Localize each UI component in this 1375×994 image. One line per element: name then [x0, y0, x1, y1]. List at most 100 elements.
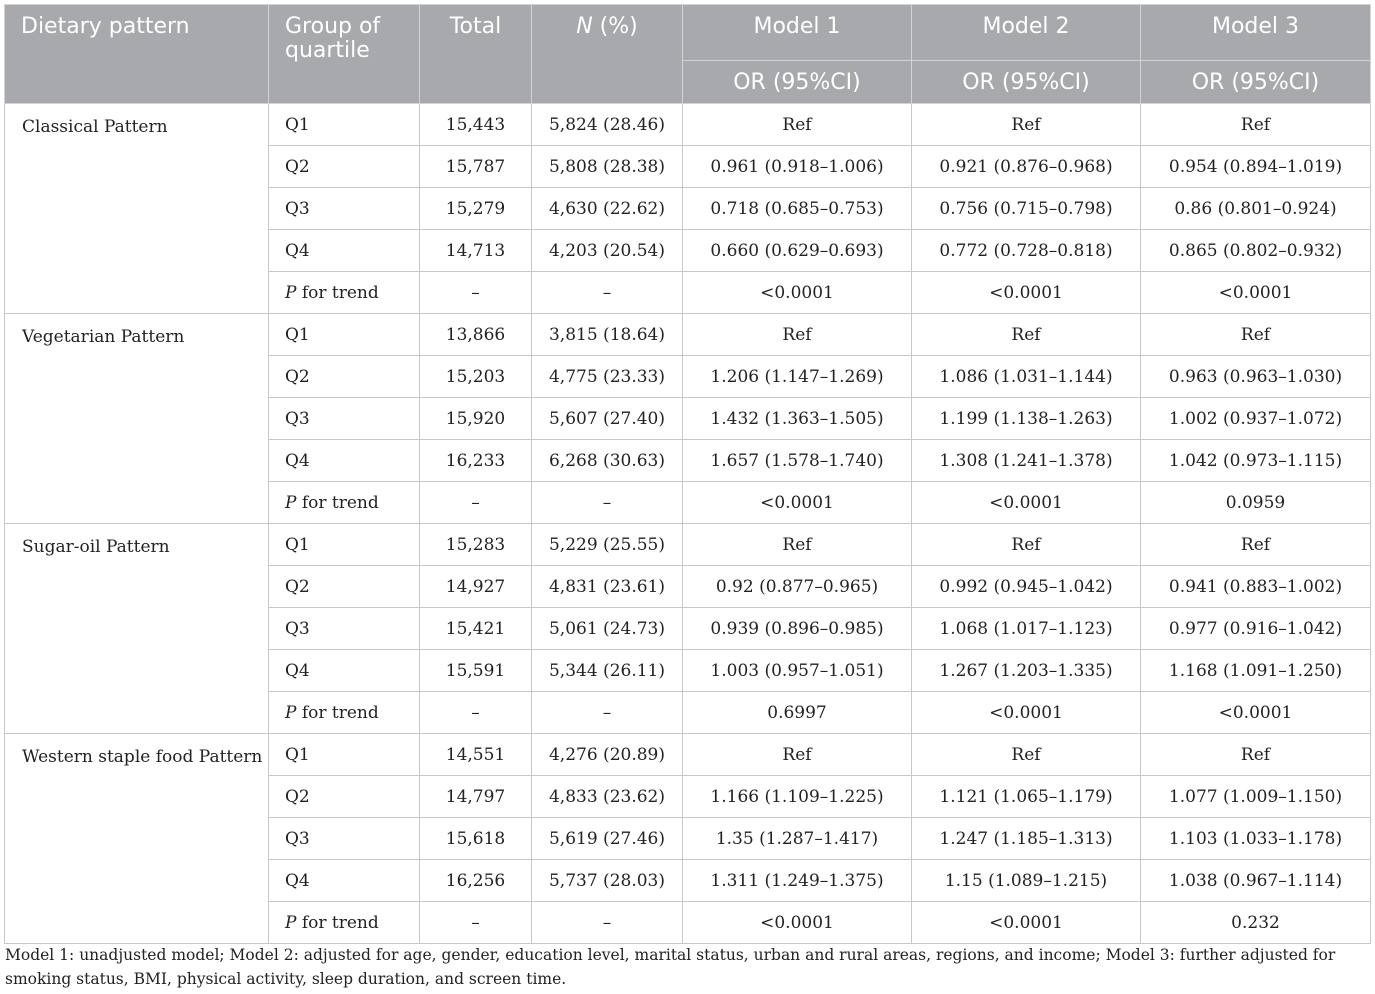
table-row: Q4 14,713 4,203 (20.54) 0.660 (0.629–0.693)… — [5, 229, 1371, 272]
n-percent-cell: 5,229 (25.55) — [531, 523, 683, 566]
model-1-cell: 1.311 (1.249–1.375) — [682, 859, 912, 902]
model-3-cell: 0.977 (0.916–1.042) — [1140, 607, 1371, 650]
total-cell: 15,787 — [419, 145, 532, 188]
table-row: Q2 15,787 5,808 (28.38) 0.961 (0.918–1.006)… — [5, 145, 1371, 188]
table-body: Classical Pattern Q1 15,443 5,824 (28.46) Re… — [4, 103, 1371, 944]
n-percent-cell: 4,831 (23.61) — [531, 565, 683, 608]
total-cell: 14,551 — [419, 733, 532, 776]
model-3-cell: Ref — [1140, 313, 1371, 356]
model-2-cell: Ref — [911, 313, 1141, 356]
p-for-trend-label: P for trend — [268, 691, 420, 734]
trend-n-percent-cell: – — [531, 691, 683, 734]
n-percent-cell: 5,607 (27.40) — [531, 397, 683, 440]
model-1-cell: Ref — [682, 313, 912, 356]
model-1-cell: 1.166 (1.109–1.225) — [682, 775, 912, 818]
table-row: Vegetarian Pattern Q1 13,866 3,815 (18.64) R… — [4, 313, 1371, 524]
header-model-1: Model 1 — [682, 4, 912, 61]
quartile-cell: Q4 — [268, 649, 420, 692]
p-for-trend-label: P for trend — [268, 901, 420, 944]
model-3-cell: Ref — [1140, 103, 1371, 146]
trend-row: P for trend – – <0.0001 <0.0001 0.0959 — [5, 481, 1371, 524]
quartile-cell: Q1 — [268, 733, 420, 776]
n-percent-cell: 3,815 (18.64) — [531, 313, 683, 356]
n-percent-cell: 5,824 (28.46) — [531, 103, 683, 146]
results-table: Dietary pattern Group of quartile Total … — [4, 4, 1371, 944]
table-row: Q2 14,927 4,831 (23.61) 0.92 (0.877–0.965) 0… — [5, 565, 1371, 608]
quartile-cell: Q4 — [268, 229, 420, 272]
trend-total-cell: – — [419, 271, 532, 314]
quartile-cell: Q2 — [268, 565, 420, 608]
quartile-cell: Q4 — [268, 859, 420, 902]
model-1-cell: 1.657 (1.578–1.740) — [682, 439, 912, 482]
quartile-cell: Q2 — [268, 775, 420, 818]
dietary-pattern-cell: Classical Pattern — [4, 103, 269, 314]
trend-total-cell: – — [419, 901, 532, 944]
trend-model-1-cell: <0.0001 — [682, 901, 912, 944]
model-3-cell: Ref — [1140, 523, 1371, 566]
for-trend-text: for trend — [296, 492, 379, 513]
header-dietary-pattern: Dietary pattern — [4, 4, 269, 104]
model-2-cell: 1.267 (1.203–1.335) — [911, 649, 1141, 692]
header-group-of-quartile: Group of quartile — [268, 4, 420, 104]
n-percent-cell: 4,203 (20.54) — [531, 229, 683, 272]
dietary-pattern-cell: Sugar-oil Pattern — [4, 523, 269, 734]
total-cell: 15,421 — [419, 607, 532, 650]
table-row: Q3 15,920 5,607 (27.40) 1.432 (1.363–1.505)… — [5, 397, 1371, 440]
table-footnote: Model 1: unadjusted model; Model 2: adju… — [5, 946, 1336, 988]
trend-model-3-cell: <0.0001 — [1140, 271, 1371, 314]
model-1-cell: 1.206 (1.147–1.269) — [682, 355, 912, 398]
model-2-cell: 1.308 (1.241–1.378) — [911, 439, 1141, 482]
model-2-cell: 0.992 (0.945–1.042) — [911, 565, 1141, 608]
model-1-cell: 0.961 (0.918–1.006) — [682, 145, 912, 188]
header-n-label: N — [576, 14, 593, 39]
table-row: Sugar-oil Pattern Q1 15,283 5,229 (25.55) Re… — [4, 523, 1371, 734]
model-1-cell: 0.939 (0.896–0.985) — [682, 607, 912, 650]
model-2-cell: 1.068 (1.017–1.123) — [911, 607, 1141, 650]
model-2-cell: 1.15 (1.089–1.215) — [911, 859, 1141, 902]
n-percent-cell: 4,630 (22.62) — [531, 187, 683, 230]
trend-model-2-cell: <0.0001 — [911, 901, 1141, 944]
model-1-cell: 0.660 (0.629–0.693) — [682, 229, 912, 272]
model-2-cell: Ref — [911, 523, 1141, 566]
for-trend-text: for trend — [296, 912, 379, 933]
n-percent-cell: 5,344 (26.11) — [531, 649, 683, 692]
trend-model-1-cell: <0.0001 — [682, 271, 912, 314]
n-percent-cell: 4,775 (23.33) — [531, 355, 683, 398]
trend-model-1-cell: 0.6997 — [682, 691, 912, 734]
p-for-trend-label: P for trend — [268, 481, 420, 524]
trend-model-3-cell: <0.0001 — [1140, 691, 1371, 734]
p-symbol: P — [285, 702, 297, 723]
trend-total-cell: – — [419, 691, 532, 734]
total-cell: 14,797 — [419, 775, 532, 818]
header-or-ci-3: OR (95%CI) — [1140, 60, 1371, 104]
table-row: Western staple food Pattern Q1 14,551 4,276… — [4, 733, 1371, 944]
model-3-cell: 1.103 (1.033–1.178) — [1140, 817, 1371, 860]
header-n-percent: N (%) — [531, 4, 683, 104]
model-3-cell: 1.038 (0.967–1.114) — [1140, 859, 1371, 902]
n-percent-cell: 6,268 (30.63) — [531, 439, 683, 482]
table-row: Q4 15,591 5,344 (26.11) 1.003 (0.957–1.051)… — [5, 649, 1371, 692]
total-cell: 15,443 — [419, 103, 532, 146]
quartile-cell: Q1 — [268, 103, 420, 146]
total-cell: 15,283 — [419, 523, 532, 566]
n-percent-cell: 4,276 (20.89) — [531, 733, 683, 776]
trend-n-percent-cell: – — [531, 481, 683, 524]
header-total: Total — [419, 4, 532, 104]
model-1-cell: 1.003 (0.957–1.051) — [682, 649, 912, 692]
total-cell: 15,203 — [419, 355, 532, 398]
model-3-cell: 0.954 (0.894–1.019) — [1140, 145, 1371, 188]
model-1-cell: Ref — [682, 103, 912, 146]
n-percent-cell: 5,619 (27.46) — [531, 817, 683, 860]
quartile-cell: Q2 — [268, 145, 420, 188]
model-3-cell: Ref — [1140, 733, 1371, 776]
quartile-cell: Q3 — [268, 607, 420, 650]
total-cell: 13,866 — [419, 313, 532, 356]
table-row: Q3 15,618 5,619 (27.46) 1.35 (1.287–1.417) 1… — [5, 817, 1371, 860]
model-3-cell: 0.963 (0.963–1.030) — [1140, 355, 1371, 398]
model-2-cell: 1.086 (1.031–1.144) — [911, 355, 1141, 398]
model-2-cell: 0.772 (0.728–0.818) — [911, 229, 1141, 272]
quartile-cell: Q2 — [268, 355, 420, 398]
total-cell: 16,233 — [419, 439, 532, 482]
table-header: Dietary pattern Group of quartile Total … — [4, 4, 1371, 104]
model-3-cell: 0.865 (0.802–0.932) — [1140, 229, 1371, 272]
